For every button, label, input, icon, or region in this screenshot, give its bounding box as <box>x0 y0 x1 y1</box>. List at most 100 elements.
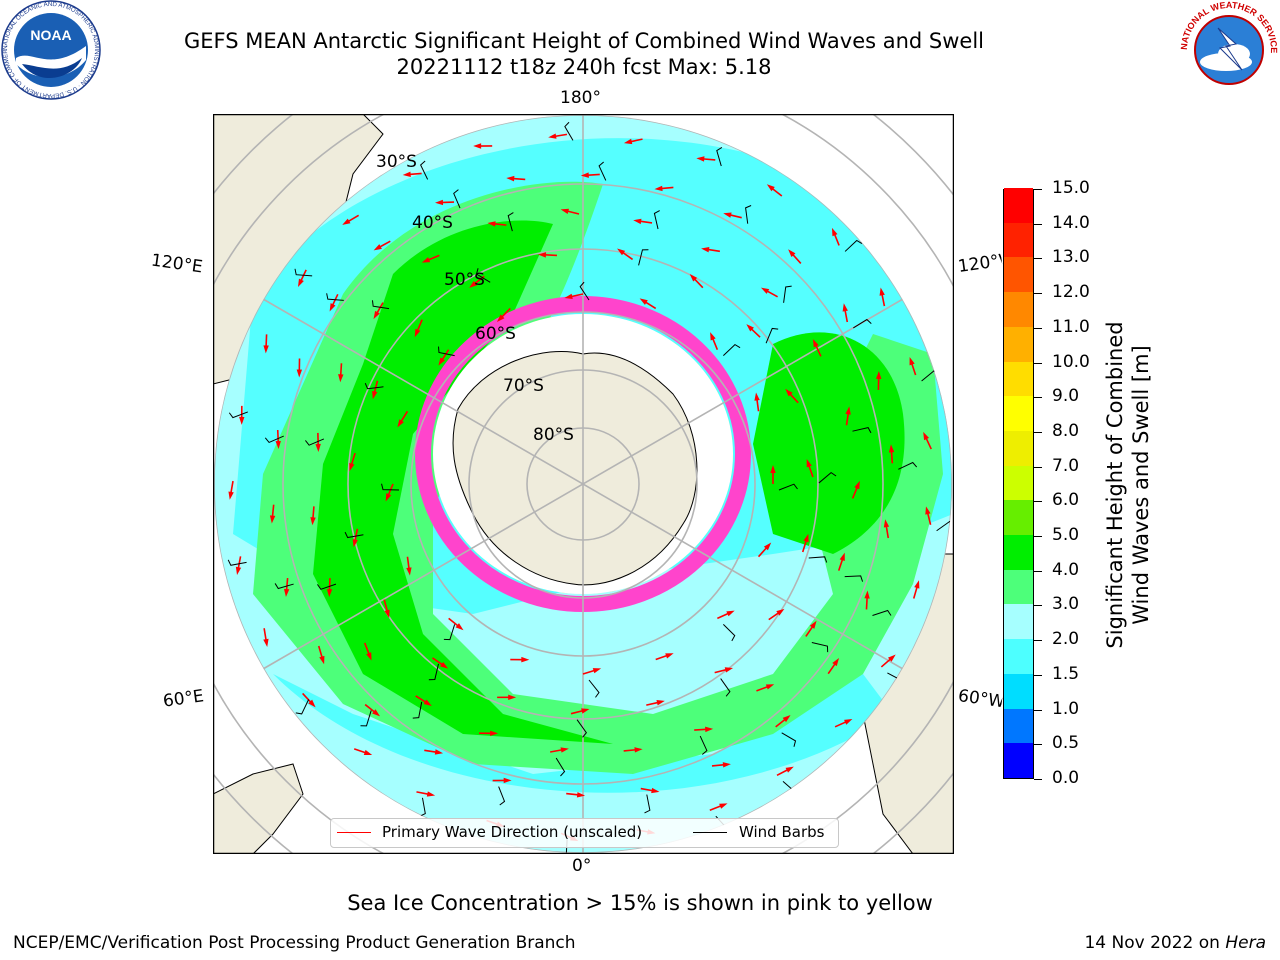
wind-barb <box>507 212 514 232</box>
date-text: 14 Nov 2022 on <box>1084 933 1226 953</box>
wave-arrow-head <box>879 287 885 296</box>
wave-arrow-head <box>521 656 530 663</box>
wave-arrow-head <box>373 310 380 320</box>
wind-barb <box>765 327 779 344</box>
colorbar-segment <box>1004 291 1033 327</box>
wave-arrow-head <box>310 517 316 526</box>
wave-arrow-head <box>617 248 626 256</box>
wind-barb <box>475 268 491 283</box>
wind-barb <box>274 583 294 590</box>
wind-barb <box>722 623 736 642</box>
wave-arrow-head <box>426 791 436 797</box>
wind-barb <box>344 531 364 539</box>
wave-arrow-head <box>397 419 404 428</box>
wave-arrow-head <box>803 533 809 543</box>
wave-arrow-head <box>875 370 882 379</box>
wave-arrow-head <box>883 519 890 528</box>
wave-arrow-head <box>726 610 735 617</box>
colorbar-segment <box>1004 638 1033 674</box>
colorbar-title-line1: Significant Height of Combined <box>1103 321 1127 649</box>
wave-arrow-head <box>455 623 464 631</box>
wave-arrow-head <box>263 345 269 354</box>
wind-barb <box>778 483 798 491</box>
graticule <box>214 115 952 853</box>
wind-barb <box>360 710 372 727</box>
colorbar-tick-label: 15.0 <box>1052 178 1090 198</box>
wave-region-cyan-south <box>273 674 893 793</box>
wave-arrow-head <box>914 580 920 589</box>
wave-arrow-head <box>760 287 770 294</box>
colorbar-tick-label: 1.5 <box>1052 663 1080 684</box>
wind-barb <box>227 559 247 566</box>
wave-direction-arrows <box>227 121 952 853</box>
colorbar-segment <box>1004 222 1033 258</box>
lat-label-40s: 40°S <box>412 213 453 233</box>
wind-barb <box>936 520 952 532</box>
wind-barb <box>723 344 741 357</box>
wave-arrow-head <box>864 590 870 599</box>
wave-arrow-head <box>701 246 710 253</box>
wave-arrow-head <box>363 749 373 755</box>
colorbar-tick-label: 8.0 <box>1052 420 1080 441</box>
wave-arrow-head <box>710 332 716 341</box>
colorbar-tick-mark <box>1034 674 1042 676</box>
wave-arrow-head <box>689 273 698 282</box>
wave-arrow-head <box>651 787 660 794</box>
colorbar-tick-mark <box>1034 293 1042 295</box>
colorbar-tick-mark <box>1034 258 1042 260</box>
wind-barb <box>381 483 400 491</box>
wave-arrow-head <box>402 171 411 178</box>
colorbar <box>1003 187 1034 779</box>
wind-barb <box>808 556 828 563</box>
wind-barb <box>716 147 723 167</box>
wave-arrow-head <box>490 730 499 737</box>
wave-arrow-head <box>812 339 819 348</box>
wave-arrow-head <box>724 667 734 673</box>
colorbar-tick-label: 0.5 <box>1052 733 1080 754</box>
wave-arrow-head <box>831 227 838 237</box>
wave-arrow-head <box>665 653 674 659</box>
colorbar-tick-label: 11.0 <box>1052 316 1090 337</box>
wave-arrow-head <box>839 552 845 562</box>
wave-arrow-head <box>275 440 281 450</box>
colorbar-segment <box>1004 256 1033 293</box>
wave-arrow-head <box>366 652 372 661</box>
colorbar-title: Significant Height of Combined Wind Wave… <box>1102 321 1154 648</box>
lat-label-60s: 60°S <box>475 324 516 344</box>
colorbar-tick-mark <box>1034 223 1042 225</box>
wave-arrow-head <box>854 480 860 490</box>
wave-arrow-head <box>888 444 895 453</box>
wind-barb <box>295 699 310 715</box>
lat-label-70s: 70°S <box>503 376 544 396</box>
lon-label-120e: 120°E <box>149 250 204 278</box>
date-stamp: 14 Nov 2022 on Hera <box>1084 933 1266 953</box>
wind-barb <box>364 383 384 390</box>
wave-arrow-head <box>722 762 731 768</box>
wind-barb <box>720 678 731 697</box>
colorbar-tick-mark <box>1034 709 1042 711</box>
wave-arrow-head <box>560 208 569 214</box>
wind-barb <box>438 346 455 357</box>
wave-arrow-head <box>623 138 633 145</box>
wave-arrow-head <box>352 539 358 548</box>
wave-arrow-head <box>925 506 931 515</box>
wind-barb <box>818 471 837 484</box>
noaa-logo-text: NOAA <box>30 27 71 43</box>
wind-barb <box>443 624 456 641</box>
wave-arrow-head <box>845 406 851 415</box>
wind-barb <box>264 435 284 444</box>
wind-barb <box>844 575 864 582</box>
wave-arrow-head <box>548 133 557 139</box>
colorbar-segment <box>1004 569 1033 605</box>
wind-barb <box>853 318 872 329</box>
wind-barb <box>564 121 574 141</box>
wave-arrow-head <box>806 458 812 468</box>
wave-arrow-head <box>438 357 445 366</box>
wind-barb <box>811 641 829 653</box>
wave-arrow-head <box>434 749 444 755</box>
wind-barb <box>644 794 651 814</box>
colorbar-tick-mark <box>1034 431 1042 433</box>
lon-label-120w: 120°W <box>956 251 1004 277</box>
wave-arrow-head <box>469 280 478 288</box>
wave-arrow-head <box>263 638 269 648</box>
